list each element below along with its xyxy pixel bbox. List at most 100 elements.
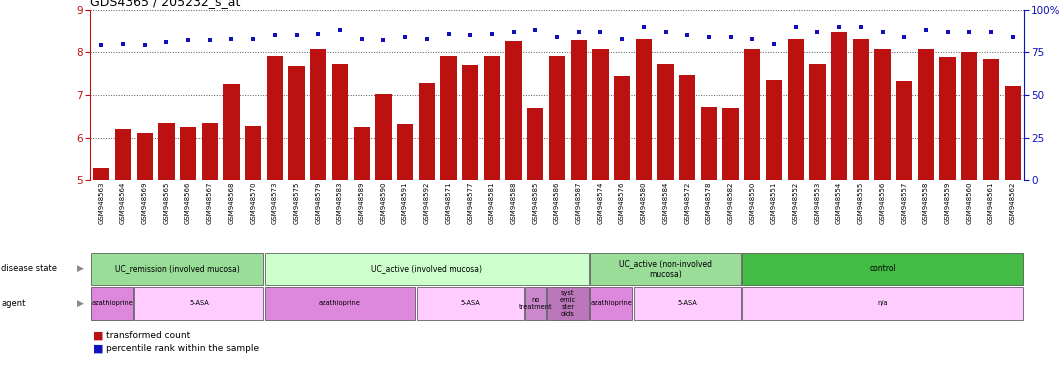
Bar	[505, 41, 521, 180]
Bar	[591, 287, 632, 319]
Point	[874, 29, 891, 35]
Bar	[593, 49, 609, 180]
Bar	[115, 129, 131, 180]
Bar	[288, 66, 304, 180]
Bar	[202, 123, 218, 180]
Text: ▶: ▶	[77, 264, 83, 273]
Bar	[742, 287, 1023, 319]
Point	[332, 27, 349, 33]
Point	[288, 32, 305, 38]
Bar	[722, 108, 738, 180]
Point	[570, 29, 587, 35]
Bar	[245, 126, 262, 180]
Bar	[549, 56, 565, 180]
Text: ■: ■	[93, 343, 103, 353]
Text: UC_remission (involved mucosa): UC_remission (involved mucosa)	[115, 264, 239, 273]
Bar	[223, 83, 239, 180]
Bar	[940, 56, 955, 180]
Point	[397, 34, 414, 40]
Text: 5-ASA: 5-ASA	[189, 300, 209, 306]
Bar	[983, 59, 999, 180]
Bar	[701, 107, 717, 180]
Bar	[136, 134, 153, 180]
Point	[700, 34, 717, 40]
Point	[679, 32, 696, 38]
Bar	[92, 253, 264, 285]
Bar	[526, 287, 546, 319]
Point	[852, 24, 869, 30]
Text: azathioprine: azathioprine	[591, 300, 632, 306]
Point	[722, 34, 739, 40]
Text: percentile rank within the sample: percentile rank within the sample	[106, 344, 260, 353]
Bar	[787, 39, 803, 180]
Point	[462, 32, 479, 38]
Bar	[417, 287, 523, 319]
Bar	[94, 168, 110, 180]
Bar	[875, 49, 891, 180]
Bar	[614, 76, 630, 180]
Bar	[635, 39, 652, 180]
Bar	[311, 49, 327, 180]
Bar	[440, 56, 456, 180]
Point	[136, 42, 153, 48]
Bar	[961, 52, 978, 180]
Bar	[918, 49, 934, 180]
Bar	[418, 83, 435, 180]
Bar	[265, 287, 415, 319]
Point	[787, 24, 804, 30]
Text: ▶: ▶	[77, 299, 83, 308]
Point	[157, 39, 174, 45]
Point	[809, 29, 826, 35]
Point	[310, 30, 327, 36]
Point	[483, 30, 500, 36]
Point	[93, 42, 110, 48]
Point	[961, 29, 978, 35]
Bar	[484, 56, 500, 180]
Point	[917, 27, 934, 33]
Point	[245, 36, 262, 42]
Text: azathioprine: azathioprine	[319, 300, 361, 306]
Point	[353, 36, 370, 42]
Text: azathioprine: azathioprine	[92, 300, 133, 306]
Text: 5-ASA: 5-ASA	[678, 300, 697, 306]
Bar	[1004, 86, 1020, 180]
Bar	[831, 32, 847, 180]
Bar	[810, 64, 826, 180]
Text: disease state: disease state	[1, 264, 57, 273]
Point	[440, 30, 458, 36]
Text: transformed count: transformed count	[106, 331, 190, 340]
Point	[765, 41, 782, 47]
Text: no
treatment: no treatment	[518, 297, 552, 310]
Bar	[462, 65, 479, 180]
Bar	[633, 287, 741, 319]
Bar	[679, 75, 696, 180]
Bar	[134, 287, 264, 319]
Point	[418, 36, 435, 42]
Text: GDS4365 / 205232_s_at: GDS4365 / 205232_s_at	[90, 0, 240, 8]
Bar	[265, 253, 588, 285]
Text: ■: ■	[93, 330, 103, 340]
Point	[635, 24, 652, 30]
Bar	[527, 108, 544, 180]
Point	[115, 41, 132, 47]
Point	[592, 29, 609, 35]
Point	[505, 29, 522, 35]
Bar	[896, 81, 912, 180]
Bar	[744, 49, 761, 180]
Point	[940, 29, 957, 35]
Point	[266, 32, 283, 38]
Text: 5-ASA: 5-ASA	[461, 300, 480, 306]
Point	[201, 37, 218, 43]
Bar	[376, 94, 392, 180]
Text: n/a: n/a	[877, 300, 887, 306]
Point	[831, 24, 848, 30]
Bar	[742, 253, 1023, 285]
Point	[1004, 34, 1021, 40]
Bar	[766, 80, 782, 180]
Text: syst
emic
ster
oids: syst emic ster oids	[560, 290, 576, 317]
Point	[656, 29, 674, 35]
Point	[982, 29, 999, 35]
Bar	[547, 287, 588, 319]
Point	[223, 36, 240, 42]
Bar	[591, 253, 741, 285]
